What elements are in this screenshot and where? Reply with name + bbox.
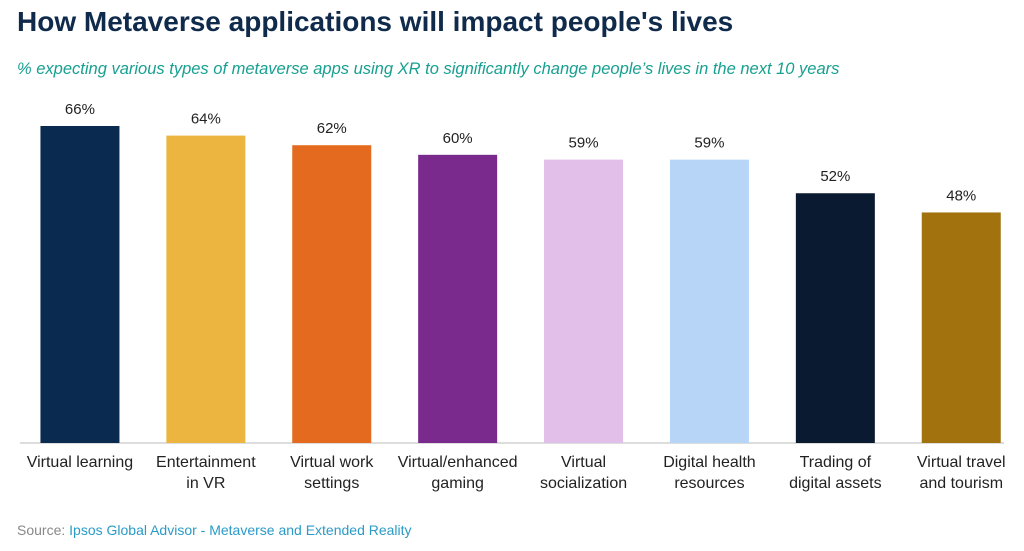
x-tick-label: Virtual socialization (539, 454, 628, 492)
bar (418, 154, 498, 443)
source: Source: Ipsos Global Advisor - Metaverse… (17, 522, 412, 538)
value-label: 62% (317, 120, 347, 137)
value-label: 66% (65, 101, 95, 118)
bar (921, 212, 1001, 443)
chart-title: How Metaverse applications will impact p… (17, 6, 734, 37)
x-tick-label: Entertainment in VR (156, 454, 256, 492)
bar (166, 135, 246, 443)
value-label: 59% (694, 135, 724, 152)
bar (795, 193, 875, 443)
value-label: 59% (569, 135, 599, 152)
source-link[interactable]: Ipsos Global Advisor - Metaverse and Ext… (69, 522, 412, 538)
value-label: 48% (946, 187, 976, 204)
bar (544, 159, 624, 443)
x-tick-label: Virtual/enhanced gaming (397, 454, 518, 492)
value-label: 52% (820, 168, 850, 185)
x-tick-label: Digital health resources (663, 454, 756, 492)
bar (40, 126, 120, 443)
value-label: 60% (443, 130, 473, 147)
x-tick-label: Trading of digital assets (789, 454, 882, 492)
bar (292, 145, 372, 443)
source-label: Source: (17, 522, 66, 538)
x-tick-label: Virtual travel and tourism (916, 454, 1006, 492)
chart-subtitle: % expecting various types of metaverse a… (17, 60, 840, 78)
bar (669, 159, 749, 443)
x-tick-label: Virtual work settings (290, 454, 374, 492)
value-label: 64% (191, 111, 221, 128)
x-tick-label: Virtual learning (26, 454, 134, 471)
